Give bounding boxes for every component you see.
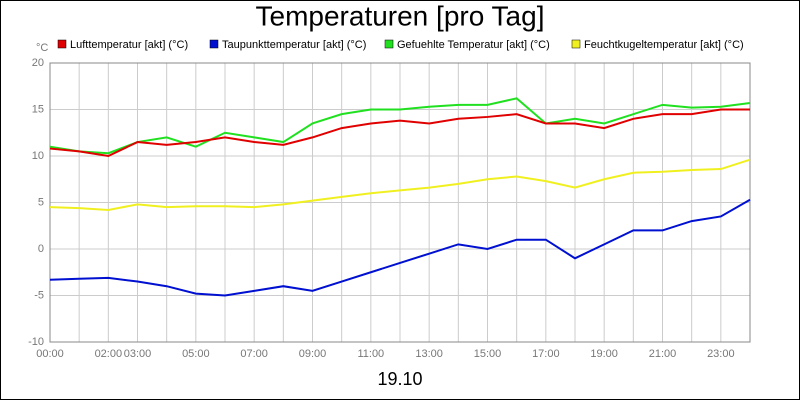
y-tick-label: -5 xyxy=(34,289,44,301)
x-tick-label: 11:00 xyxy=(357,348,384,360)
series-line xyxy=(49,158,751,211)
x-tick-label: 19:00 xyxy=(590,348,618,360)
series-line xyxy=(49,97,751,155)
legend-swatch xyxy=(384,39,394,49)
x-tick-label: 15:00 xyxy=(474,348,502,360)
x-tick-label: 07:00 xyxy=(240,348,268,360)
y-tick-label: 5 xyxy=(38,196,44,208)
y-tick-label: 20 xyxy=(32,57,44,69)
y-tick-label: -10 xyxy=(28,336,44,348)
y-tick-label: 10 xyxy=(32,150,44,162)
series-line xyxy=(49,198,751,297)
x-tick-label: 09:00 xyxy=(299,348,327,360)
x-tick-label: 03:00 xyxy=(124,348,152,360)
chart-title: Temperaturen [pro Tag] xyxy=(256,0,545,31)
y-tick-label: 0 xyxy=(38,243,44,255)
x-tick-label: 23:00 xyxy=(707,348,735,360)
plot-border xyxy=(49,62,751,343)
legend-label: Feuchtkugeltemperatur [akt] (°C) xyxy=(584,39,744,51)
legend-label: Gefuehlte Temperatur [akt] (°C) xyxy=(397,39,550,51)
x-tick-label: 02:00 xyxy=(95,348,123,360)
series-line xyxy=(49,108,750,158)
x-tick-label: 21:00 xyxy=(649,348,677,360)
x-tick-label: 13:00 xyxy=(415,348,443,360)
x-tick-label: 00:00 xyxy=(36,348,64,360)
x-axis-label: 19.10 xyxy=(377,369,422,389)
legend-label: Lufttemperatur [akt] (°C) xyxy=(70,39,188,51)
x-tick-label: 05:00 xyxy=(182,348,210,360)
x-tick-label: 17:00 xyxy=(532,348,560,360)
y-tick-label: 15 xyxy=(32,103,44,115)
y-unit: °C xyxy=(36,42,48,54)
legend-swatch xyxy=(209,39,219,49)
legend-label: Taupunkttemperatur [akt] (°C) xyxy=(222,39,366,51)
legend-swatch xyxy=(57,39,67,49)
legend-swatch xyxy=(571,39,581,49)
